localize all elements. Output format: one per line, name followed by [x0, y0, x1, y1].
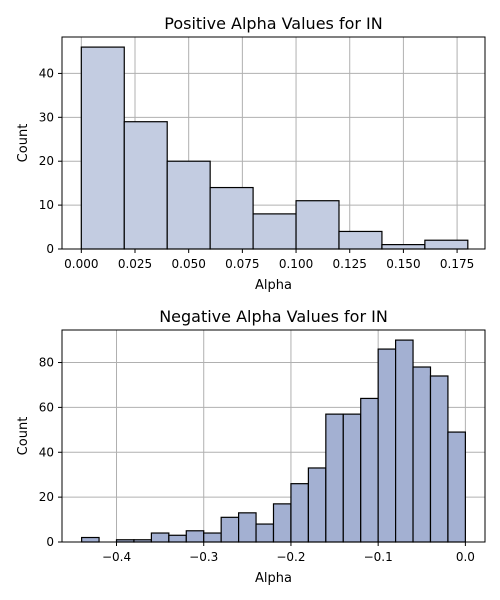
negative-alpha-histogram: −0.4 −0.3 −0.2 −0.1 0.0 0 20 40 60 80 Negative Alp…	[16, 307, 486, 586]
chart-1-x-tick-label: −0.1	[364, 550, 393, 564]
chart-1-bar	[81, 536, 100, 543]
chart-0-x-tick-label: 0.125	[333, 257, 367, 271]
chart-0-bar	[424, 239, 469, 250]
chart-0-x-tick-label: 0.100	[279, 257, 313, 271]
chart-0-axes-frame	[61, 36, 486, 250]
chart-1-bar	[360, 397, 379, 543]
chart-0-x-tick-label: 0.025	[118, 257, 152, 271]
chart-1-bar	[290, 483, 309, 543]
positive-alpha-histogram: 0.000 0.025 0.050 0.075 0.100 0.125 0.150 0.175…	[16, 14, 486, 293]
chart-0-y-tick-label: 20	[39, 154, 54, 168]
chart-1-bar	[220, 516, 240, 543]
chart-0-x-tick-label: 0.175	[440, 257, 474, 271]
chart-1-y-tick-label: 80	[39, 356, 54, 370]
chart-0-y-tick-label: 0	[46, 242, 54, 256]
chart-1-bar	[412, 366, 432, 543]
chart-1-bar	[395, 339, 414, 543]
chart-1-x-axis-label: Alpha	[255, 571, 292, 586]
chart-0-bar	[166, 160, 211, 250]
chart-0-bar	[295, 200, 340, 250]
chart-0-y-tick-label: 10	[39, 198, 54, 212]
chart-0-y-tick-label: 30	[39, 110, 54, 124]
chart-1-x-tick-label: 0.0	[456, 550, 475, 564]
chart-1-x-tick-label: −0.2	[276, 550, 305, 564]
chart-1-bar	[150, 532, 170, 543]
chart-1-bar	[238, 512, 257, 543]
chart-0-y-axis-label: Count	[16, 124, 31, 163]
chart-1-bar	[255, 523, 275, 543]
chart-0-bar	[381, 244, 426, 250]
chart-1-bar	[447, 431, 466, 543]
chart-0-y-tick-label: 40	[39, 66, 54, 80]
chart-0-bar	[252, 213, 297, 250]
chart-1-x-tick-label: −0.3	[189, 550, 218, 564]
chart-0-x-tick-label: 0.050	[172, 257, 206, 271]
chart-1-y-tick-label: 0	[46, 535, 54, 549]
chart-1-bar	[307, 467, 327, 543]
chart-1-bar	[168, 534, 187, 543]
chart-1-bar	[342, 413, 362, 543]
chart-0-bar	[338, 230, 383, 250]
chart-1-bar	[203, 532, 222, 543]
chart-0-x-tick-label: 0.075	[225, 257, 259, 271]
chart-0-x-axis-label: Alpha	[255, 278, 292, 293]
chart-0-x-tick-label: 0.000	[64, 257, 98, 271]
chart-1-y-axis-label: Count	[16, 417, 31, 456]
chart-1-y-tick-label: 40	[39, 445, 54, 459]
chart-1-x-tick-label: −0.4	[102, 550, 131, 564]
chart-0-bar	[123, 121, 168, 250]
chart-0-bar	[80, 46, 125, 250]
chart-1-y-tick-label: 20	[39, 490, 54, 504]
chart-0-title: Positive Alpha Values for IN	[164, 14, 382, 33]
chart-1-bar	[325, 413, 344, 543]
chart-1-bar	[272, 503, 292, 543]
chart-1-title: Negative Alpha Values for IN	[159, 307, 388, 326]
chart-1-bar	[377, 348, 397, 543]
chart-0-bar	[209, 186, 254, 250]
chart-1-bar	[185, 530, 205, 543]
chart-1-axes-frame	[61, 329, 486, 543]
chart-0-x-tick-label: 0.150	[386, 257, 420, 271]
chart-1-bar	[429, 375, 449, 543]
chart-1-y-tick-label: 60	[39, 400, 54, 414]
